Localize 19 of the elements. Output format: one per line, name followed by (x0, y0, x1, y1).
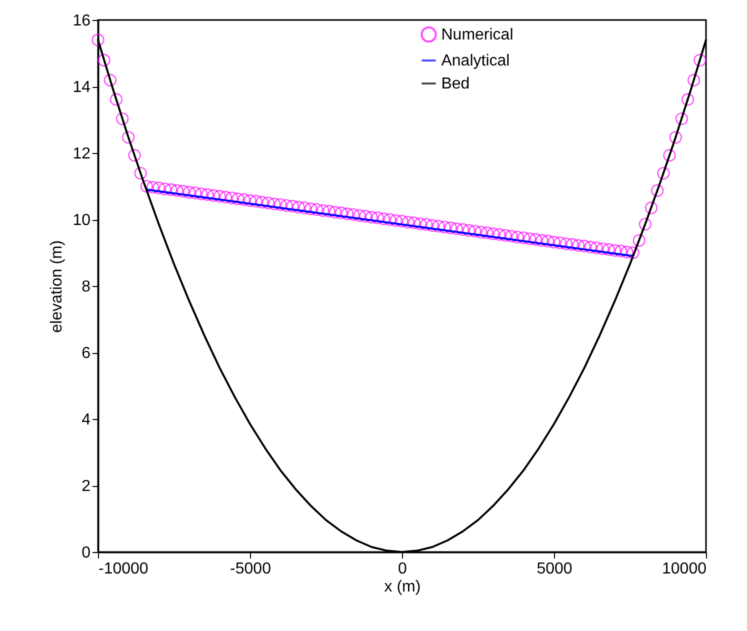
x-tick-label: 0 (398, 560, 408, 578)
y-tick-label: 12 (72, 146, 91, 162)
y-tick-label: 0 (82, 544, 91, 562)
y-tick-label: 10 (72, 212, 91, 229)
legend-label: Numerical (441, 26, 514, 44)
y-tick-label: 16 (72, 12, 91, 30)
legend-label: Analytical (441, 52, 510, 70)
y-axis-title: elevation (m) (48, 240, 66, 333)
y-tick-label: 8 (82, 278, 91, 296)
x-tick-label: -5000 (230, 560, 272, 578)
legend-label: Bed (441, 76, 470, 92)
y-tick-label: 6 (82, 345, 91, 362)
x-axis-title: x (m) (384, 578, 421, 596)
y-tick-label: 14 (72, 79, 91, 96)
y-tick-label: 4 (82, 412, 91, 428)
x-tick-label: -10000 (98, 560, 148, 578)
x-tick-label: 5000 (536, 560, 572, 578)
y-tick-label: 2 (82, 478, 91, 495)
x-tick-label: 10000 (662, 560, 707, 578)
